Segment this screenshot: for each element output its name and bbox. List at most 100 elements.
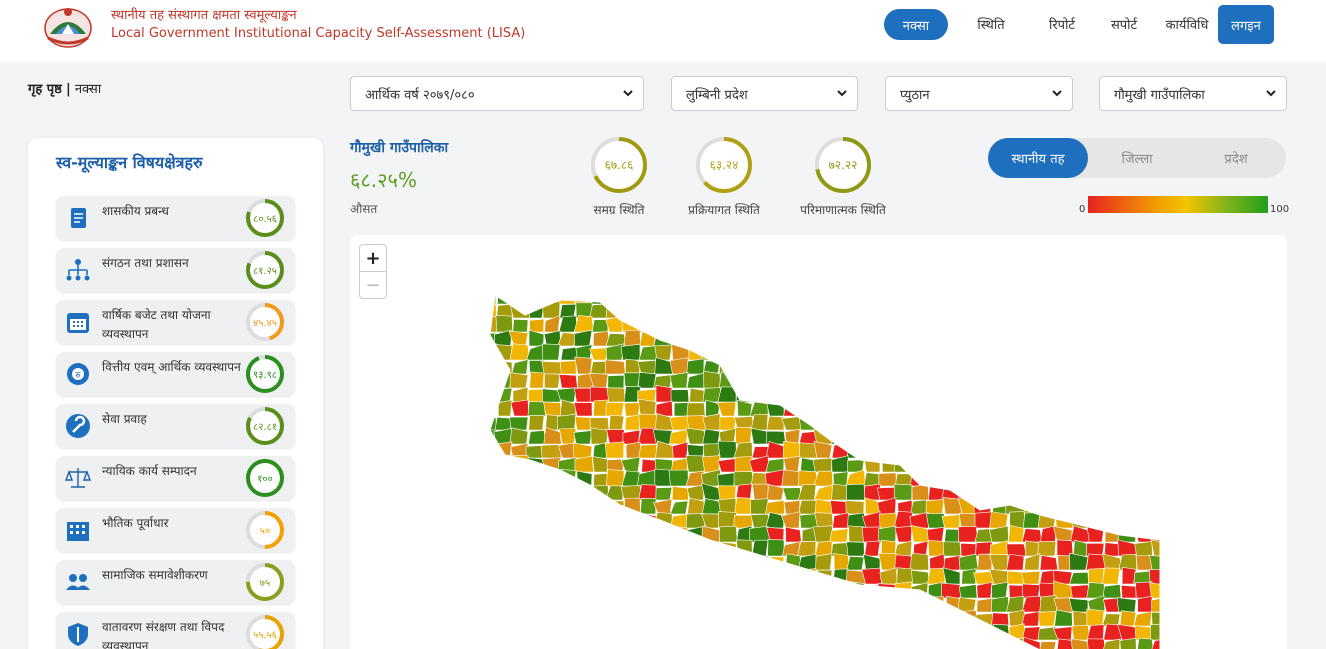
municipality-polygon[interactable] [1103,441,1121,459]
municipality-polygon[interactable] [511,468,530,487]
municipality-polygon[interactable] [814,343,833,361]
municipality-polygon[interactable] [1039,469,1059,487]
municipality-polygon[interactable] [526,469,546,487]
municipality-polygon[interactable] [799,331,818,347]
municipality-polygon[interactable] [1101,329,1122,347]
municipality-polygon[interactable] [605,638,625,649]
municipality-polygon[interactable] [686,290,705,305]
municipality-polygon[interactable] [974,641,993,649]
municipality-polygon[interactable] [877,609,897,627]
municipality-polygon[interactable] [863,456,881,473]
municipality-polygon[interactable] [1119,637,1137,649]
municipality-polygon[interactable] [510,510,529,529]
municipality-polygon[interactable] [1087,345,1105,361]
municipality-polygon[interactable] [591,556,611,571]
municipality-polygon[interactable] [1116,597,1137,613]
municipality-polygon[interactable] [526,567,545,585]
municipality-polygon[interactable] [685,455,706,473]
municipality-polygon[interactable] [894,581,913,599]
municipality-polygon[interactable] [861,637,883,649]
municipality-polygon[interactable] [1084,412,1105,431]
municipality-polygon[interactable] [717,301,737,319]
municipality-polygon[interactable] [494,568,513,585]
municipality-polygon[interactable] [1004,385,1027,403]
municipality-polygon[interactable] [480,356,497,375]
municipality-polygon[interactable] [509,556,529,571]
municipality-polygon[interactable] [942,345,961,361]
municipality-polygon[interactable] [624,402,641,417]
municipality-polygon[interactable] [620,484,642,501]
municipality-polygon[interactable] [1133,344,1155,361]
municipality-polygon[interactable] [927,568,946,585]
municipality-polygon[interactable] [865,399,881,417]
municipality-polygon[interactable] [896,609,914,627]
municipality-polygon[interactable] [833,399,850,417]
municipality-polygon[interactable] [751,302,770,319]
municipality-polygon[interactable] [1133,512,1153,529]
municipality-polygon[interactable] [1149,414,1160,431]
municipality-polygon[interactable] [716,638,737,649]
municipality-polygon[interactable] [925,498,945,515]
municipality-polygon[interactable] [701,525,721,543]
municipality-polygon[interactable] [911,569,930,585]
municipality-polygon[interactable] [481,455,497,473]
municipality-polygon[interactable] [1053,315,1073,333]
municipality-polygon[interactable] [1134,427,1153,445]
municipality-polygon[interactable] [849,413,865,431]
municipality-polygon[interactable] [766,415,785,431]
municipality-polygon[interactable] [653,498,673,515]
municipality-polygon[interactable] [687,497,705,515]
municipality-polygon[interactable] [831,429,849,445]
municipality-polygon[interactable] [768,609,785,627]
municipality-polygon[interactable] [814,384,835,403]
municipality-polygon[interactable] [1119,610,1137,627]
municipality-polygon[interactable] [669,357,689,375]
municipality-polygon[interactable] [494,610,513,627]
municipality-polygon[interactable] [736,399,753,417]
municipality-polygon[interactable] [653,528,674,543]
municipality-polygon[interactable] [510,399,530,417]
municipality-polygon[interactable] [1101,638,1121,649]
municipality-polygon[interactable] [1118,401,1138,417]
municipality-polygon[interactable] [927,344,947,361]
municipality-polygon[interactable] [912,331,929,347]
municipality-polygon[interactable] [480,399,497,417]
municipality-polygon[interactable] [545,513,562,529]
municipality-polygon[interactable] [623,372,641,389]
municipality-polygon[interactable] [893,624,915,641]
municipality-polygon[interactable] [736,318,753,333]
municipality-polygon[interactable] [926,390,945,403]
municipality-polygon[interactable] [817,414,834,431]
municipality-polygon[interactable] [877,622,897,641]
municipality-polygon[interactable] [783,626,801,641]
municipality-polygon[interactable] [1086,499,1106,515]
municipality-polygon[interactable] [895,290,915,305]
municipality-polygon[interactable] [638,443,658,459]
municipality-polygon[interactable] [687,539,706,557]
municipality-polygon[interactable] [976,597,994,613]
municipality-polygon[interactable] [977,622,993,641]
municipality-polygon[interactable] [556,387,577,403]
municipality-polygon[interactable] [765,360,785,375]
toggle-province[interactable]: प्रदेश [1224,152,1248,167]
municipality-polygon[interactable] [668,469,689,487]
municipality-polygon[interactable] [1006,553,1025,571]
municipality-polygon[interactable] [957,431,977,445]
municipality-polygon[interactable] [1069,356,1089,375]
municipality-polygon[interactable] [684,301,705,319]
municipality-polygon[interactable] [830,317,849,333]
municipality-polygon[interactable] [830,613,849,627]
municipality-polygon[interactable] [529,371,545,389]
municipality-polygon[interactable] [796,638,818,649]
municipality-polygon[interactable] [672,555,689,571]
municipality-polygon[interactable] [1088,358,1105,375]
municipality-polygon[interactable] [780,372,801,389]
municipality-polygon[interactable] [1069,317,1091,333]
municipality-polygon[interactable] [480,581,499,599]
municipality-polygon[interactable] [545,610,561,627]
municipality-polygon[interactable] [590,623,609,641]
municipality-polygon[interactable] [880,427,897,445]
municipality-polygon[interactable] [783,455,801,473]
municipality-polygon[interactable] [974,373,994,389]
municipality-polygon[interactable] [1072,442,1089,459]
